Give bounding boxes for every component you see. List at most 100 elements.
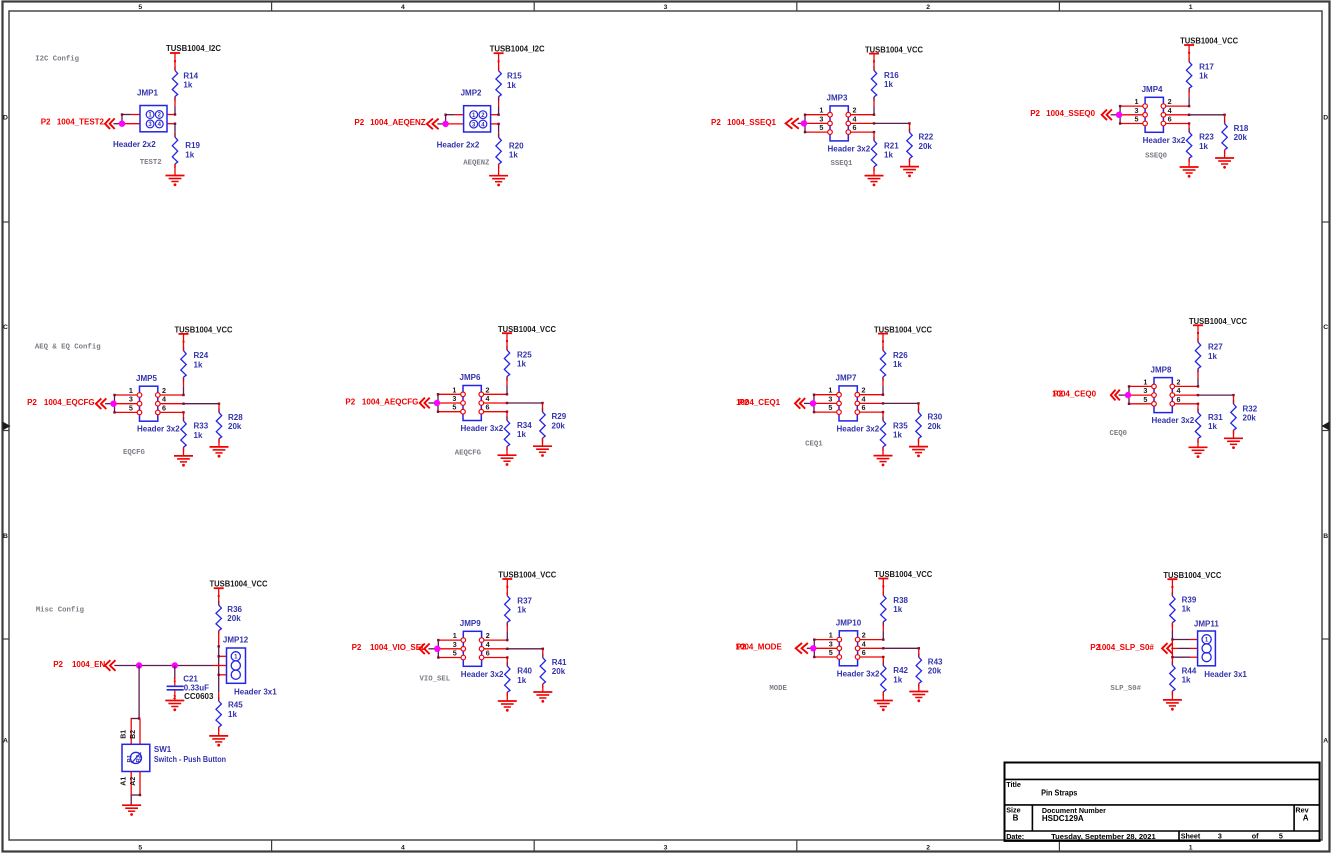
svg-text:1k: 1k — [1182, 676, 1191, 685]
svg-text:0.33uF: 0.33uF — [184, 684, 209, 693]
svg-text:2: 2 — [158, 113, 162, 119]
svg-text:P2: P2 — [739, 398, 749, 407]
svg-text:A2: A2 — [130, 777, 137, 786]
svg-text:1k: 1k — [893, 360, 902, 369]
svg-text:1004_CEQ0: 1004_CEQ0 — [1052, 390, 1097, 399]
svg-text:B1: B1 — [128, 754, 134, 762]
svg-text:JMP3: JMP3 — [827, 94, 848, 103]
svg-text:1k: 1k — [517, 606, 526, 615]
svg-text:1k: 1k — [1199, 72, 1208, 81]
svg-text:3: 3 — [148, 122, 152, 128]
svg-text:6: 6 — [862, 648, 866, 657]
svg-text:1k: 1k — [884, 80, 893, 89]
svg-text:P2: P2 — [41, 118, 51, 127]
svg-text:TUSB1004_VCC: TUSB1004_VCC — [874, 324, 932, 334]
svg-text:R30: R30 — [928, 413, 943, 422]
svg-text:20k: 20k — [227, 614, 241, 623]
svg-text:1: 1 — [452, 385, 456, 394]
svg-text:CEQ0: CEQ0 — [1110, 430, 1128, 438]
svg-text:2: 2 — [486, 631, 490, 640]
svg-text:5: 5 — [129, 403, 133, 412]
svg-text:TUSB1004_I2C: TUSB1004_I2C — [490, 43, 545, 53]
svg-text:1004_SSEQ0: 1004_SSEQ0 — [1046, 109, 1095, 118]
svg-text:Rev: Rev — [1295, 805, 1308, 814]
svg-text:P2: P2 — [1053, 390, 1063, 399]
svg-text:3: 3 — [472, 122, 476, 128]
svg-text:P2: P2 — [736, 643, 746, 652]
svg-text:R34: R34 — [517, 421, 532, 430]
svg-text:B1: B1 — [121, 730, 128, 739]
svg-text:B2: B2 — [137, 754, 143, 762]
svg-text:R22: R22 — [919, 133, 934, 142]
svg-text:B: B — [1013, 814, 1019, 823]
svg-text:R45: R45 — [228, 701, 243, 710]
svg-text:TEST2: TEST2 — [140, 159, 162, 167]
svg-text:R37: R37 — [517, 596, 532, 605]
svg-text:TUSB1004_VCC: TUSB1004_VCC — [498, 324, 556, 334]
svg-text:1k: 1k — [183, 81, 192, 90]
svg-text:Header 3x2: Header 3x2 — [137, 425, 180, 434]
svg-text:A: A — [1303, 813, 1309, 822]
svg-text:R36: R36 — [227, 605, 242, 614]
svg-text:R41: R41 — [552, 658, 567, 667]
svg-text:4: 4 — [486, 640, 490, 649]
svg-text:B: B — [3, 533, 8, 540]
svg-text:D: D — [3, 115, 8, 122]
svg-text:EQCFG: EQCFG — [123, 449, 146, 457]
svg-text:1k: 1k — [509, 151, 518, 160]
svg-text:1k: 1k — [1208, 422, 1217, 431]
svg-text:P2: P2 — [1090, 643, 1100, 652]
svg-text:20k: 20k — [1243, 414, 1257, 423]
svg-text:JMP8: JMP8 — [1151, 365, 1172, 374]
svg-text:1004_AEQENZ: 1004_AEQENZ — [370, 118, 426, 127]
svg-text:2: 2 — [926, 4, 930, 11]
svg-text:Document Number: Document Number — [1042, 806, 1106, 815]
svg-text:1: 1 — [819, 106, 823, 115]
svg-text:SSEQ1: SSEQ1 — [831, 160, 854, 168]
svg-text:R19: R19 — [185, 141, 200, 150]
svg-text:B2: B2 — [130, 730, 137, 739]
svg-text:1004_AEQCFG: 1004_AEQCFG — [362, 397, 418, 406]
svg-text:C21: C21 — [183, 674, 198, 683]
svg-text:Switch - Push Button: Switch - Push Button — [154, 755, 226, 764]
svg-text:1004_SSEQ1: 1004_SSEQ1 — [727, 118, 776, 127]
svg-text:1k: 1k — [194, 431, 203, 440]
svg-text:1k: 1k — [228, 710, 237, 719]
svg-text:TUSB1004_VCC: TUSB1004_VCC — [175, 325, 233, 335]
svg-text:CEQ1: CEQ1 — [805, 441, 823, 449]
svg-text:1: 1 — [1189, 845, 1193, 852]
svg-text:5: 5 — [819, 123, 823, 132]
svg-text:4: 4 — [481, 122, 485, 128]
svg-text:1: 1 — [1205, 638, 1209, 644]
svg-text:B: B — [1323, 533, 1328, 540]
svg-text:R15: R15 — [507, 72, 522, 81]
svg-text:MODE: MODE — [769, 685, 787, 693]
svg-text:A: A — [1323, 738, 1328, 745]
svg-text:R17: R17 — [1199, 62, 1214, 71]
svg-text:20k: 20k — [928, 422, 942, 431]
svg-text:JMP5: JMP5 — [136, 374, 157, 383]
svg-text:1: 1 — [148, 113, 152, 119]
svg-text:1k: 1k — [517, 430, 526, 439]
svg-text:4: 4 — [158, 122, 162, 128]
svg-text:Header 3x2: Header 3x2 — [461, 424, 504, 433]
svg-text:1: 1 — [1189, 4, 1193, 11]
svg-text:of: of — [1252, 832, 1259, 841]
svg-text:P2: P2 — [354, 118, 364, 127]
svg-text:R35: R35 — [893, 421, 908, 430]
svg-text:3: 3 — [664, 4, 668, 11]
svg-text:C: C — [1323, 324, 1328, 331]
svg-text:JMP7: JMP7 — [836, 374, 857, 383]
svg-text:20k: 20k — [228, 422, 242, 431]
svg-text:R26: R26 — [893, 351, 908, 360]
svg-text:C: C — [3, 324, 8, 331]
svg-text:1: 1 — [828, 386, 832, 395]
svg-text:5: 5 — [1279, 832, 1283, 841]
svg-text:R42: R42 — [893, 666, 908, 675]
svg-text:1: 1 — [1135, 97, 1139, 106]
svg-text:1: 1 — [472, 113, 476, 119]
svg-text:Size: Size — [1006, 805, 1020, 814]
svg-text:5: 5 — [829, 648, 833, 657]
svg-text:5: 5 — [828, 403, 832, 412]
svg-text:R32: R32 — [1243, 404, 1258, 413]
